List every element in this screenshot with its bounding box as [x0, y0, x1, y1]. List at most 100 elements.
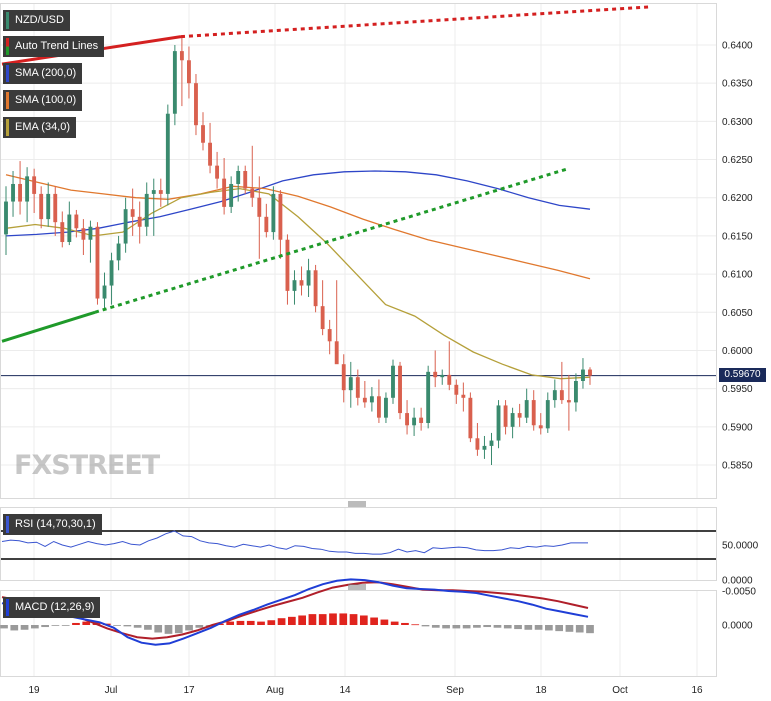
legend-symbol[interactable]: NZD/USD	[3, 10, 70, 31]
price-tick-label: 0.6000	[722, 346, 753, 357]
legend-trend-label: Auto Trend Lines	[15, 40, 99, 52]
candle-body	[468, 397, 473, 439]
swatch-sma200	[6, 65, 9, 82]
macd-pane-frame	[0, 590, 717, 677]
candle-body	[67, 214, 72, 243]
legend-rsi[interactable]: RSI (14,70,30,1)	[3, 514, 102, 535]
candle-body	[482, 445, 487, 450]
candle-body	[545, 400, 550, 429]
legend-sma200-label: SMA (200,0)	[15, 67, 77, 79]
candle-body	[348, 377, 353, 391]
candle-body	[215, 165, 220, 179]
candle-body	[489, 440, 494, 446]
macd-histogram-bar	[483, 625, 492, 628]
macd-histogram-bar	[359, 615, 368, 625]
legend-sma100[interactable]: SMA (100,0)	[3, 90, 83, 111]
macd-histogram-bar	[473, 625, 481, 628]
legend-sma200[interactable]: SMA (200,0)	[3, 63, 83, 84]
candle-body	[222, 178, 227, 207]
legend-macd[interactable]: MACD (12,26,9)	[3, 597, 101, 618]
macd-histogram-bar	[298, 615, 306, 625]
macd-histogram-bar	[288, 616, 296, 625]
swatch-trend	[6, 38, 9, 55]
macd-tick-label: -0.0050	[722, 587, 756, 598]
price-tick-label: 0.6200	[722, 193, 753, 204]
macd-tick-label: 0.0000	[722, 621, 753, 632]
legend-macd-label: MACD (12,26,9)	[15, 601, 95, 613]
macd-histogram-bar	[113, 625, 121, 626]
candle-body	[88, 226, 93, 240]
sma200-line	[5, 170, 591, 237]
candle-body	[369, 396, 374, 403]
x-tick-label: Jul	[105, 685, 118, 696]
trend-resistance-dotted	[180, 5, 651, 39]
candle-body	[376, 396, 381, 418]
macd-histogram-bar	[123, 625, 132, 627]
x-tick-label: Oct	[612, 685, 628, 696]
price-tick-label: 0.6400	[722, 41, 753, 52]
candle-body	[25, 176, 30, 202]
legend-rsi-label: RSI (14,70,30,1)	[15, 518, 96, 530]
candle-body	[405, 413, 409, 426]
macd-histogram-bar	[442, 625, 450, 629]
legend-ema34[interactable]: EMA (34,0)	[3, 117, 77, 138]
macd-histogram-bar	[586, 625, 594, 634]
candle-body	[461, 394, 466, 398]
candle-body	[447, 374, 452, 385]
candle-body	[588, 369, 592, 376]
candle-body	[137, 216, 142, 227]
macd-histogram-bar	[339, 613, 348, 625]
macd-histogram-bar	[41, 625, 49, 628]
candle-body	[257, 197, 262, 217]
price-tick-label: 0.5900	[722, 422, 753, 433]
macd-histogram-bar	[20, 625, 29, 630]
candle-body	[341, 364, 346, 391]
swatch-symbol	[6, 12, 9, 29]
rsi-tick-label: 0.0000	[722, 576, 753, 587]
candle-body	[18, 183, 23, 202]
price-tick-label: 0.6300	[722, 117, 753, 128]
macd-histogram-bar	[61, 625, 70, 626]
macd-histogram-bar	[174, 625, 183, 634]
x-tick-label: 17	[183, 685, 195, 696]
candle-body	[538, 425, 543, 429]
candle-body	[292, 280, 297, 291]
candle-body	[573, 381, 578, 403]
macd-histogram-bar	[534, 625, 543, 630]
macd-histogram-bar	[257, 621, 265, 625]
candle-body	[531, 400, 536, 426]
ema34-line	[5, 187, 591, 380]
legend-trend-lines[interactable]: Auto Trend Lines	[3, 36, 105, 57]
price-tick-label: 0.6100	[722, 270, 753, 281]
candle-body	[208, 142, 212, 166]
swatch-sma100	[6, 92, 9, 109]
macd-histogram-bar	[318, 614, 327, 625]
rsi-line	[1, 530, 588, 555]
macd-histogram-bar	[308, 614, 317, 625]
candle-body	[81, 228, 86, 240]
candle-body	[503, 405, 508, 427]
candle-body	[475, 438, 480, 450]
candle-body	[11, 183, 15, 202]
x-tick-label: 18	[535, 685, 547, 696]
macd-histogram-bar	[226, 621, 235, 625]
candle-body	[517, 413, 522, 418]
x-tick-label: Aug	[266, 685, 284, 696]
macd-histogram-bar	[82, 621, 91, 625]
macd-histogram-bar	[370, 617, 378, 625]
candle-body	[243, 171, 248, 189]
fxstreet-logo: FXSTREET	[14, 450, 160, 481]
candle-body	[278, 193, 283, 240]
macd-histogram-bar	[503, 625, 512, 629]
x-tick-label: 19	[28, 685, 40, 696]
macd-histogram-bar	[154, 625, 163, 633]
candle-body	[384, 397, 388, 418]
macd-histogram-bar	[575, 625, 584, 633]
candle-body	[74, 214, 79, 229]
price-tick-label: 0.6350	[722, 79, 753, 90]
x-tick-label: 14	[339, 685, 351, 696]
candle-body	[158, 190, 163, 194]
trend-support-solid	[1, 310, 96, 343]
macd-histogram-bar	[236, 620, 245, 625]
